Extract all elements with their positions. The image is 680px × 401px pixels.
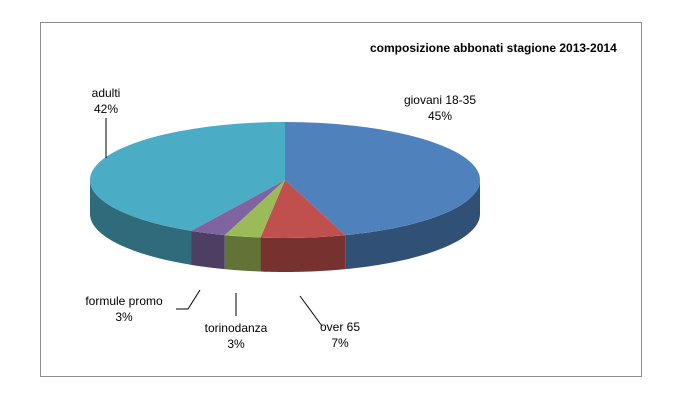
slice-label-1: over 65 (320, 320, 360, 334)
slice-side-1 (260, 235, 346, 272)
slice-torinodanza (224, 180, 285, 238)
slice-side-3 (191, 230, 225, 270)
slice-adulti (89, 121, 285, 231)
slice-side-2 (224, 235, 261, 272)
chart-title: composizione abbonati stagione 2013-2014 (370, 41, 617, 55)
slice-label-0: giovani 18-35 (404, 93, 476, 107)
leader-line-1 (299, 295, 323, 327)
slice-label-4: adulti (92, 86, 121, 100)
slice-value-1: 7% (331, 336, 349, 350)
slice-side-0 (345, 180, 480, 270)
slice-side-4 (90, 180, 192, 265)
slice-value-4: 42% (94, 102, 118, 116)
slice-value-3: 3% (115, 310, 133, 324)
slice-giovani-18-35 (285, 122, 480, 236)
slice-value-2: 3% (227, 337, 245, 351)
leader-line-3 (176, 289, 201, 310)
slice-label-2: torinodanza (205, 321, 268, 335)
slice-label-3: formule promo (85, 294, 163, 308)
slice-over-65 (260, 180, 346, 238)
slice-value-0: 45% (428, 109, 452, 123)
slice-formule-promo (191, 180, 285, 236)
